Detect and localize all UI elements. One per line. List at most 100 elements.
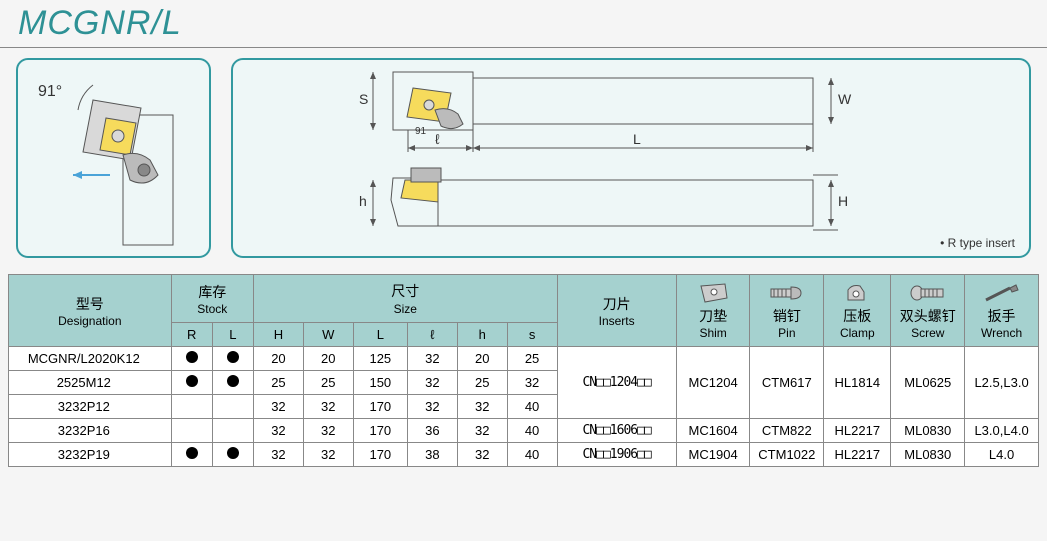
col-pin: 销钉Pin: [750, 275, 824, 347]
svg-text:W: W: [838, 91, 852, 107]
cell-wrench: L3.0,L4.0: [965, 419, 1039, 443]
col-size: 尺寸 Size: [254, 275, 558, 323]
cell-h: 25: [457, 371, 507, 395]
cell-stock-r: [171, 395, 212, 419]
cell-inserts: CN□□1204□□: [557, 347, 676, 419]
cell-ell: 32: [407, 347, 457, 371]
col-wrench: 扳手Wrench: [965, 275, 1039, 347]
cell-wrench: L2.5,L3.0: [965, 347, 1039, 419]
cell-ell: 38: [407, 443, 457, 467]
cell-screw: ML0830: [891, 419, 965, 443]
cell-designation: 3232P12: [9, 395, 172, 419]
svg-text:h: h: [359, 193, 367, 209]
r-type-note: • R type insert: [940, 236, 1015, 250]
cell-W: 25: [303, 371, 353, 395]
cell-h: 32: [457, 395, 507, 419]
cell-clamp: HL2217: [824, 419, 891, 443]
insert-angle-diagram: 91°: [18, 60, 208, 255]
cell-shim: MC1604: [676, 419, 750, 443]
svg-text:S: S: [359, 91, 368, 107]
clamp-icon: [842, 282, 872, 304]
cell-H: 32: [254, 443, 304, 467]
cell-L: 170: [353, 419, 407, 443]
cell-inserts: CN□□1906□□: [557, 443, 676, 467]
cell-designation: 3232P16: [9, 419, 172, 443]
cell-W: 32: [303, 419, 353, 443]
cell-W: 32: [303, 395, 353, 419]
cell-L: 170: [353, 443, 407, 467]
svg-text:ℓ: ℓ: [435, 131, 440, 147]
cell-H: 20: [254, 347, 304, 371]
cell-ell: 32: [407, 395, 457, 419]
cell-pin: CTM1022: [750, 443, 824, 467]
cell-stock-l: [212, 443, 253, 467]
cell-stock-l: [212, 419, 253, 443]
subcol-W: W: [303, 323, 353, 347]
col-designation: 型号 Designation: [9, 275, 172, 347]
cell-L: 150: [353, 371, 407, 395]
cell-W: 32: [303, 443, 353, 467]
svg-text:H: H: [838, 193, 848, 209]
cell-screw: ML0830: [891, 443, 965, 467]
cell-s: 40: [507, 419, 557, 443]
subcol-Ll: L: [353, 323, 407, 347]
subcol-H: H: [254, 323, 304, 347]
table-row: MCGNR/L2020K122020125322025CN□□1204□□MC1…: [9, 347, 1039, 371]
cell-h: 20: [457, 347, 507, 371]
cell-stock-r: [171, 347, 212, 371]
cell-shim: MC1204: [676, 347, 750, 419]
cell-s: 25: [507, 347, 557, 371]
cell-clamp: HL1814: [824, 347, 891, 419]
cell-h: 32: [457, 419, 507, 443]
cell-H: 32: [254, 395, 304, 419]
cell-ell: 32: [407, 371, 457, 395]
wrench-icon: [982, 282, 1022, 304]
cell-screw: ML0625: [891, 347, 965, 419]
page-title: MCGNR/L: [0, 0, 1047, 48]
svg-text:L: L: [633, 131, 641, 147]
cell-L: 125: [353, 347, 407, 371]
cell-ell: 36: [407, 419, 457, 443]
col-inserts: 刀片 Inserts: [557, 275, 676, 347]
cell-h: 32: [457, 443, 507, 467]
cell-clamp: HL2217: [824, 443, 891, 467]
svg-text:91°: 91°: [38, 83, 62, 100]
diagram-row: 91° S: [0, 48, 1047, 268]
table-row: 3232P193232170383240CN□□1906□□MC1904CTM1…: [9, 443, 1039, 467]
col-clamp: 压板Clamp: [824, 275, 891, 347]
cell-stock-r: [171, 371, 212, 395]
spec-table: 型号 Designation 库存 Stock 尺寸 Size 刀片 Inser…: [8, 274, 1039, 467]
cell-L: 170: [353, 395, 407, 419]
subcol-s: s: [507, 323, 557, 347]
col-stock: 库存 Stock: [171, 275, 253, 323]
cell-pin: CTM617: [750, 347, 824, 419]
cell-H: 25: [254, 371, 304, 395]
cell-inserts: CN□□1606□□: [557, 419, 676, 443]
pin-icon: [767, 282, 807, 304]
cell-W: 20: [303, 347, 353, 371]
cell-stock-l: [212, 347, 253, 371]
table-body: MCGNR/L2020K122020125322025CN□□1204□□MC1…: [9, 347, 1039, 467]
cell-stock-l: [212, 371, 253, 395]
subcol-L: L: [212, 323, 253, 347]
cell-designation: 3232P19: [9, 443, 172, 467]
col-screw: 双头螺钉Screw: [891, 275, 965, 347]
insert-angle-panel: 91°: [16, 58, 211, 258]
subcol-h: h: [457, 323, 507, 347]
cell-designation: MCGNR/L2020K12: [9, 347, 172, 371]
cell-shim: MC1904: [676, 443, 750, 467]
svg-text:91: 91: [415, 126, 427, 137]
screw-icon: [908, 282, 948, 304]
tool-dimension-panel: S W ℓ 91 L h: [231, 58, 1031, 258]
cell-s: 40: [507, 395, 557, 419]
table-row: 3232P163232170363240CN□□1606□□MC1604CTM8…: [9, 419, 1039, 443]
cell-stock-l: [212, 395, 253, 419]
subcol-ell: ℓ: [407, 323, 457, 347]
cell-stock-r: [171, 443, 212, 467]
cell-H: 32: [254, 419, 304, 443]
col-shim: 刀垫Shim: [676, 275, 750, 347]
cell-s: 32: [507, 371, 557, 395]
cell-s: 40: [507, 443, 557, 467]
cell-stock-r: [171, 419, 212, 443]
cell-wrench: L4.0: [965, 443, 1039, 467]
